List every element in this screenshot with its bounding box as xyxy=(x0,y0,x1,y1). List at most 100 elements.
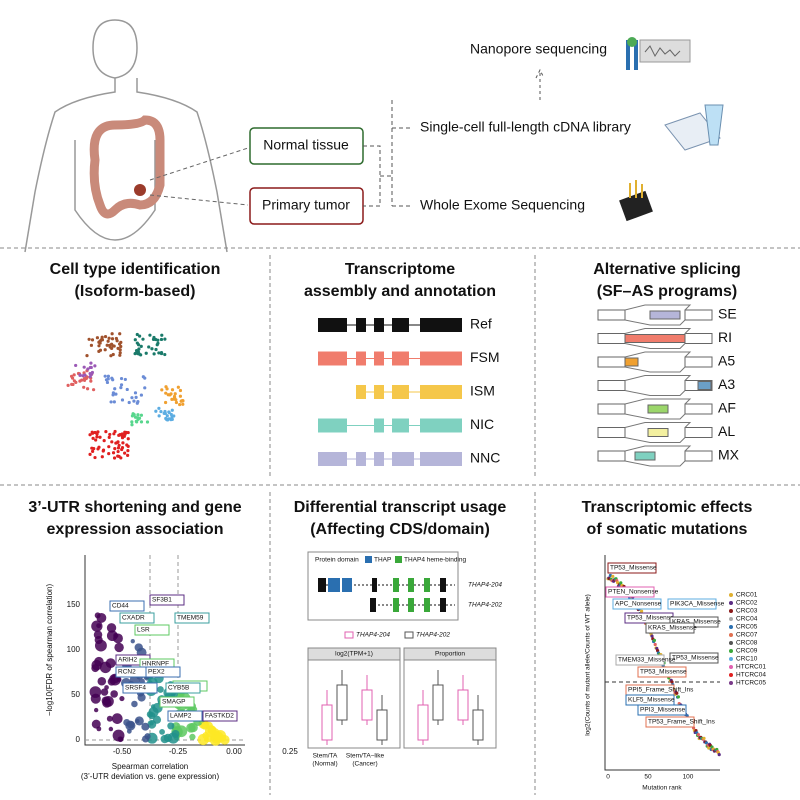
cell-dot xyxy=(121,441,125,445)
legend-dot xyxy=(729,649,733,653)
decoration xyxy=(644,45,681,58)
exon xyxy=(440,578,446,592)
cell-dot xyxy=(113,429,117,434)
gene-dot xyxy=(97,676,107,686)
label: PTEN_Nonsense xyxy=(608,589,659,596)
exon xyxy=(374,351,384,366)
gene-dot xyxy=(167,722,175,730)
legend-dot xyxy=(729,633,733,637)
cell-dot xyxy=(148,333,152,337)
label: (Affecting CDS/domain) xyxy=(310,521,490,538)
label: (SF–AS programs) xyxy=(597,283,737,300)
cell-dot xyxy=(141,337,145,341)
cell-dot xyxy=(126,430,130,435)
cell-dot xyxy=(66,383,70,387)
cell-dot xyxy=(147,345,151,349)
cell-dot xyxy=(163,400,168,405)
cell-dot xyxy=(178,388,183,393)
legend-dot xyxy=(729,673,733,677)
label: Stem/TA–like xyxy=(346,753,385,760)
exon xyxy=(408,598,414,612)
mut-dot xyxy=(640,609,644,613)
cell-dot xyxy=(154,409,158,413)
label: Ref xyxy=(470,316,492,332)
label: THAP4 heme-binding xyxy=(404,557,467,564)
cell-dot xyxy=(85,375,89,379)
mut-box xyxy=(645,622,695,634)
cell-dot xyxy=(115,339,119,343)
gene-dot xyxy=(148,706,159,718)
label: PIK3CA_Missense xyxy=(670,601,725,608)
gene-box xyxy=(159,696,195,708)
legend-dot xyxy=(729,601,733,605)
exon xyxy=(392,351,409,366)
label: TP53_Missense xyxy=(640,669,687,676)
exon xyxy=(318,318,347,332)
label: TMEM59 xyxy=(177,615,204,622)
label: expression association xyxy=(47,521,224,538)
exon xyxy=(684,333,713,344)
cell-dot xyxy=(116,449,120,454)
exon xyxy=(684,356,713,368)
exon xyxy=(424,578,430,592)
cell-dot xyxy=(111,391,116,395)
cell-dot xyxy=(127,400,131,405)
label: CRC02 xyxy=(736,600,758,607)
label: Transcriptomic effects xyxy=(582,499,753,516)
gene-dot xyxy=(104,685,109,690)
cell-dot xyxy=(163,409,167,414)
cell-dot xyxy=(160,388,164,392)
label: MX xyxy=(718,447,740,463)
exon xyxy=(318,452,347,466)
label: -0.25 xyxy=(169,747,188,756)
cell-dot xyxy=(133,415,138,419)
gene-box xyxy=(165,682,201,694)
label: Cell type identification xyxy=(50,261,221,278)
label: CRC04 xyxy=(736,616,758,623)
cell-dot xyxy=(136,417,140,422)
label: PPI3_Missense xyxy=(640,707,686,714)
exon xyxy=(392,318,409,332)
cell-dot xyxy=(120,434,124,438)
label: RI xyxy=(718,329,732,345)
cell-dot xyxy=(134,395,138,399)
gene-dot xyxy=(94,639,107,652)
cell-dot xyxy=(80,378,84,382)
label: APC_Nonsense xyxy=(615,601,662,608)
mut-box xyxy=(607,562,657,574)
cell-dot xyxy=(93,364,97,368)
legend-dot xyxy=(729,617,733,621)
exon xyxy=(356,385,366,399)
legend-key xyxy=(344,631,354,639)
label: 100 xyxy=(683,774,694,781)
cell-dot xyxy=(154,347,158,352)
label: (Cancer) xyxy=(352,761,377,768)
mut-dot xyxy=(653,642,657,647)
label: (Isoform-based) xyxy=(75,283,196,300)
cell-dot xyxy=(172,397,176,401)
label: LSR xyxy=(137,627,150,634)
event xyxy=(649,310,681,320)
label: HTCRC01 xyxy=(736,664,766,671)
exon xyxy=(597,380,626,391)
decoration xyxy=(307,647,401,661)
event xyxy=(647,428,669,437)
label: TP53_Missense xyxy=(672,655,719,662)
cell-dot xyxy=(118,353,122,357)
label: ARIH2 xyxy=(118,657,138,664)
exon xyxy=(374,452,384,466)
cell-dot xyxy=(111,451,116,455)
gene-box xyxy=(174,612,210,624)
exon xyxy=(420,418,462,433)
exon xyxy=(393,578,399,592)
cell-dot xyxy=(123,377,127,382)
cell-dot xyxy=(159,409,163,414)
connector xyxy=(535,68,545,100)
exon xyxy=(342,578,352,592)
cell-dot xyxy=(103,334,108,339)
junction xyxy=(624,398,692,420)
cell-dot xyxy=(102,439,106,443)
cell-dot xyxy=(118,332,122,336)
label: Primary tumor xyxy=(262,197,350,213)
cell-dot xyxy=(139,420,144,424)
